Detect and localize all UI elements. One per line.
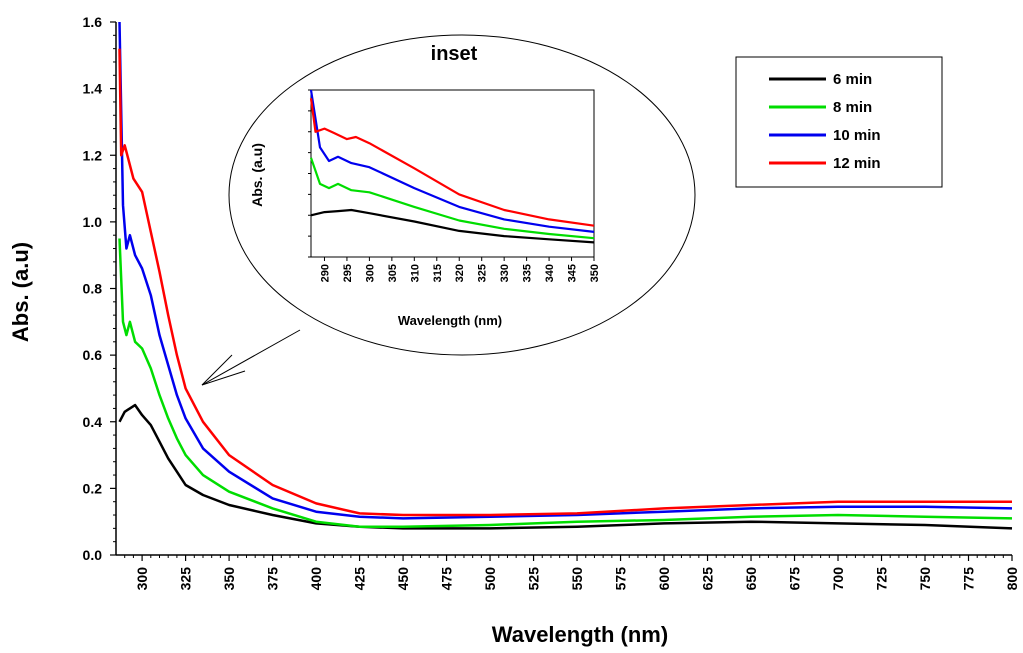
x-tick-label: 300 — [134, 567, 150, 591]
inset-x-tick-label: 310 — [409, 264, 421, 282]
y-tick-label: 1.4 — [83, 81, 103, 97]
series-line-10-min — [118, 21, 1013, 520]
y-tick-label: 1.2 — [83, 147, 103, 163]
y-tick-label: 0.8 — [83, 281, 103, 297]
inset-x-tick-label: 350 — [589, 264, 601, 282]
inset-x-tick-label: 305 — [387, 264, 399, 282]
inset-callout-arrow — [201, 329, 301, 386]
y-tick-label: 0.6 — [83, 347, 103, 363]
x-tick-label: 400 — [308, 567, 324, 591]
y-tick-label: 1.6 — [83, 14, 103, 30]
x-tick-label: 550 — [569, 567, 585, 591]
inset-x-tick-label: 300 — [364, 264, 376, 282]
x-tick-label: 600 — [656, 567, 672, 591]
legend-label: 10 min — [833, 127, 881, 144]
x-tick-label: 375 — [265, 567, 281, 591]
x-tick-label: 325 — [178, 567, 194, 591]
inset-x-axis-title: Wavelength (nm) — [398, 313, 502, 328]
x-tick-label: 625 — [700, 567, 716, 591]
inset-x-tick-label: 325 — [477, 264, 489, 282]
x-tick-label: 800 — [1004, 567, 1020, 591]
x-tick-label: 450 — [395, 567, 411, 591]
series-line-12-min — [118, 48, 1012, 517]
x-tick-label: 675 — [787, 567, 803, 591]
inset-series — [309, 89, 595, 244]
inset-x-tick-label: 335 — [522, 264, 534, 282]
x-tick-label: 350 — [221, 567, 237, 591]
inset-x-tick-label: 330 — [499, 264, 511, 282]
y-tick-label: 0.0 — [83, 547, 103, 563]
x-tick-label: 725 — [874, 567, 890, 591]
inset-x-tick-label: 295 — [342, 264, 354, 282]
legend-label: 12 min — [833, 155, 881, 172]
y-tick-label: 0.4 — [83, 414, 103, 430]
x-tick-label: 700 — [830, 567, 846, 591]
inset-series-line-10-min — [309, 89, 595, 233]
inset-x-tick-label: 315 — [432, 264, 444, 282]
legend-label: 8 min — [833, 99, 872, 116]
x-tick-label: 575 — [613, 567, 629, 591]
x-tick-label: 775 — [961, 567, 977, 591]
inset-series-line-6-min — [310, 208, 595, 244]
y-tick-label: 1.0 — [83, 214, 103, 230]
main-axes: 0.0 0.2 0.4 0.6 0.8 1.0 1.2 1.4 1.6 300 325 350 375 4… — [83, 14, 1020, 590]
x-tick-label: 750 — [917, 567, 933, 591]
series-line-6-min — [118, 403, 1013, 530]
y-tick-label: 0.2 — [83, 480, 103, 496]
legend-label: 6 min — [833, 71, 872, 88]
inset-series-line-8-min — [309, 157, 595, 240]
inset-y-axis-title: Abs. (a.u) — [249, 143, 265, 207]
x-axis-title: Wavelength (nm) — [492, 622, 668, 647]
inset-x-tick-label: 320 — [454, 264, 466, 282]
x-tick-label: 500 — [482, 567, 498, 591]
inset-title: inset — [431, 43, 478, 65]
inset-x-tick-label: 290 — [319, 264, 331, 282]
series-line-8-min — [118, 238, 1013, 528]
inset-x-tick-label: 345 — [567, 264, 579, 282]
inset-x-tick-label: 340 — [544, 264, 556, 282]
x-tick-label: 650 — [743, 567, 759, 591]
main-series — [118, 21, 1013, 530]
inset-series-line-12-min — [309, 98, 595, 227]
y-axis-title: Abs. (a.u) — [8, 242, 33, 342]
x-tick-label: 525 — [526, 567, 542, 591]
inset-axes: 290 295 300 305 310 315 320 325 330 335 340 345 350 — [308, 89, 601, 282]
x-tick-label: 475 — [439, 567, 455, 591]
x-tick-label: 425 — [352, 567, 368, 591]
legend: 6 min 8 min 10 min 12 min — [735, 56, 943, 188]
